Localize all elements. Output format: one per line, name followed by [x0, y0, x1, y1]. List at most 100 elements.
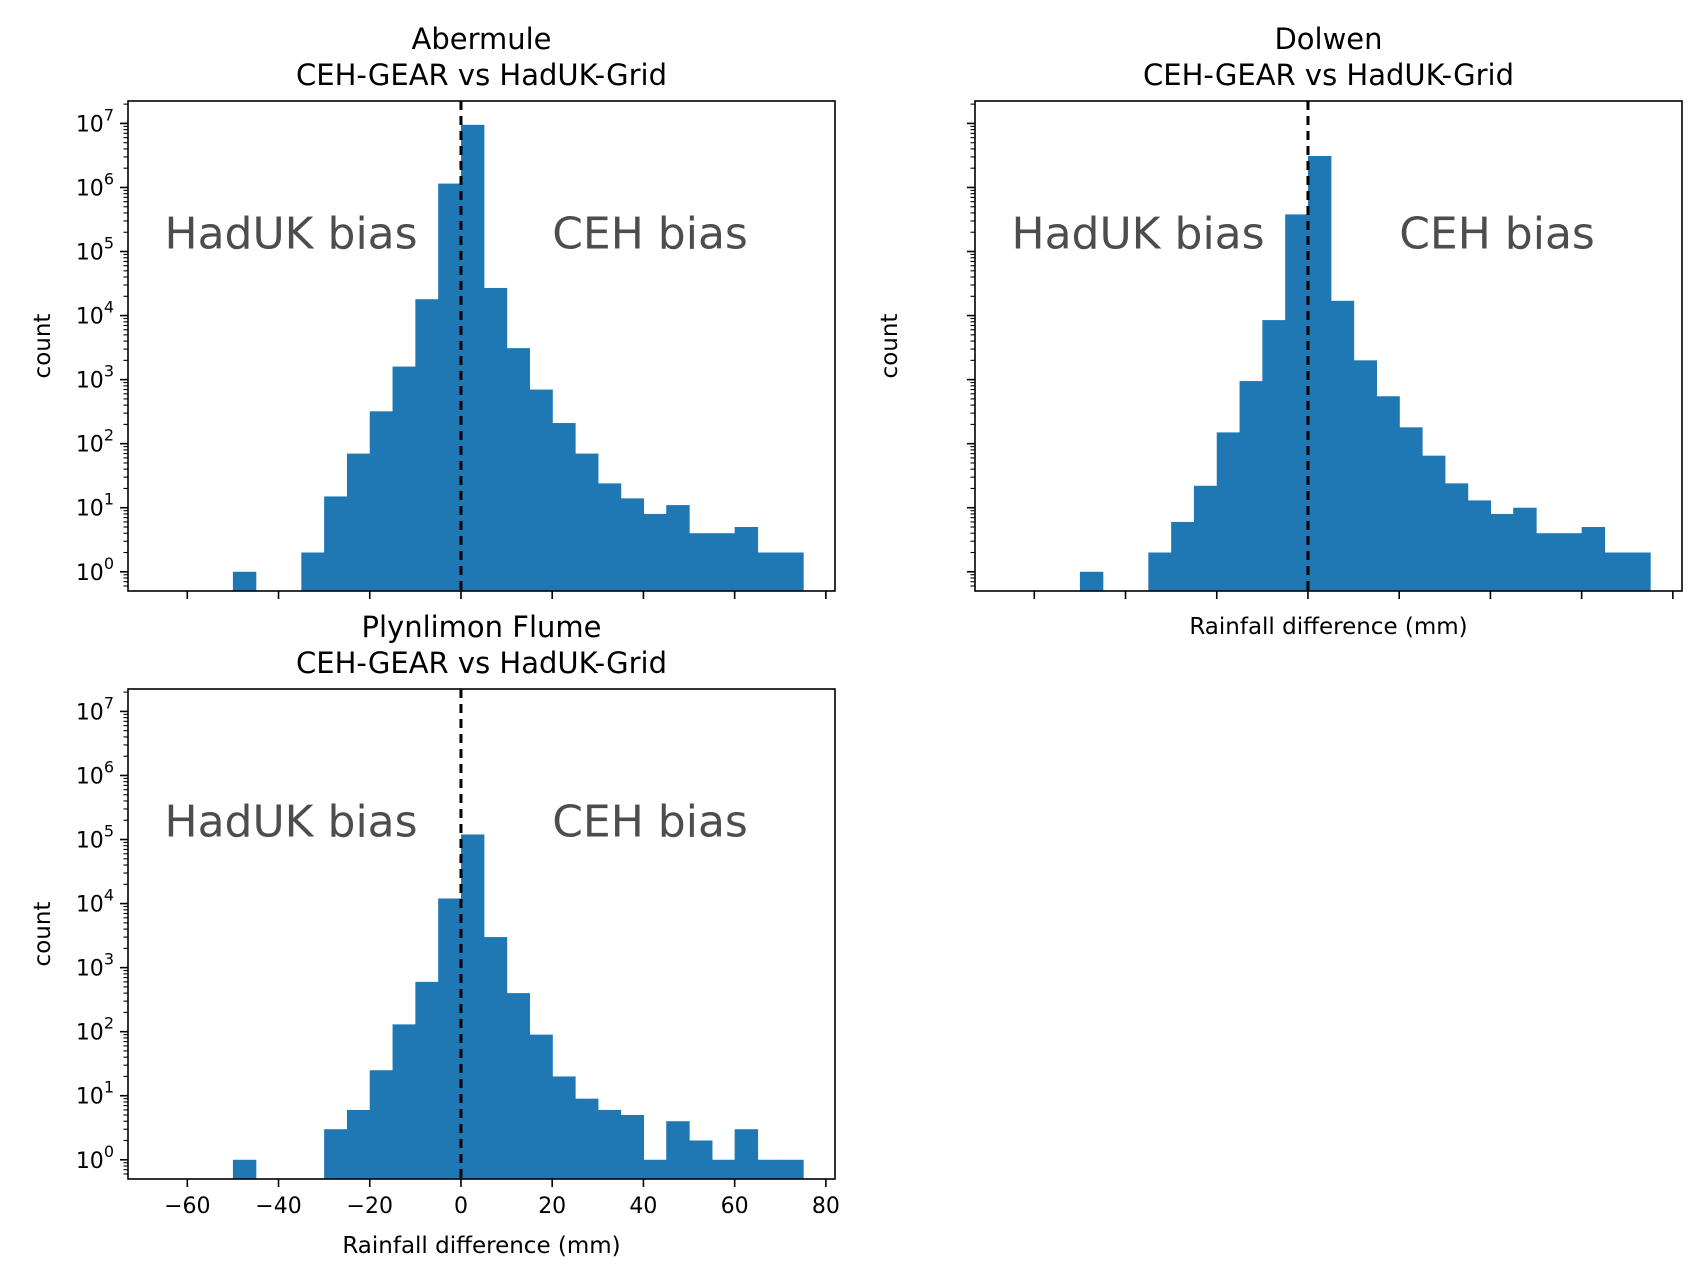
histogram-bar	[689, 1140, 713, 1179]
histogram-bar	[1353, 360, 1377, 591]
subplot-title: Abermule	[411, 22, 551, 56]
x-tick-label: 80	[812, 1194, 840, 1219]
axes-frame	[974, 100, 1683, 592]
histogram-bar	[232, 1159, 257, 1179]
histogram-bar	[1171, 521, 1195, 591]
histogram-bar	[552, 423, 576, 591]
y-axis-label: count	[30, 314, 56, 379]
histogram-bar	[392, 366, 416, 591]
x-tick-label: −60	[164, 1194, 210, 1219]
histogram-bar	[666, 1121, 690, 1179]
histogram-bar	[734, 1129, 759, 1179]
subplot-title: CEH-GEAR vs HadUK-Grid	[1143, 58, 1514, 92]
histogram-bar	[643, 1159, 667, 1179]
histogram-bar	[575, 1098, 599, 1179]
x-tick-label: 20	[538, 1194, 566, 1219]
x-tick-label: 0	[454, 1194, 468, 1219]
annotation-ceh-bias: CEH bias	[1399, 208, 1595, 259]
subplot-title: CEH-GEAR vs HadUK-Grid	[296, 646, 667, 680]
histogram-bar	[1422, 455, 1446, 591]
y-tick-label: 100	[76, 554, 114, 586]
histogram-bar	[597, 483, 622, 591]
histogram-bar	[483, 937, 508, 1179]
histogram-bar	[1193, 485, 1218, 591]
y-tick-label: 106	[76, 169, 114, 201]
histogram-bar	[529, 389, 553, 591]
annotation-haduk-bias: HadUK bias	[164, 796, 417, 847]
histogram-bar	[415, 299, 439, 591]
y-axis-label: count	[877, 314, 903, 379]
histogram-bar	[438, 183, 462, 591]
annotation-haduk-bias: HadUK bias	[1011, 208, 1264, 259]
histogram-bar	[438, 898, 462, 1179]
histogram-bar	[506, 993, 530, 1179]
histogram-bar	[1536, 533, 1560, 591]
histogram-bar	[711, 533, 736, 591]
histogram-bar	[506, 348, 530, 591]
x-axis-label: Rainfall difference (mm)	[1189, 614, 1467, 640]
y-tick-label: 104	[76, 298, 114, 330]
histogram-bar	[415, 981, 439, 1179]
annotation-haduk-bias: HadUK bias	[164, 208, 417, 259]
x-tick-label: 60	[721, 1194, 749, 1219]
histogram-bar	[529, 1034, 553, 1179]
histogram-bar	[483, 287, 508, 591]
y-tick-label: 107	[76, 105, 114, 137]
histogram-bar	[711, 1159, 736, 1179]
histogram-bar	[734, 527, 759, 591]
histogram-bar	[301, 552, 325, 591]
y-axis-label: count	[30, 902, 56, 967]
histogram-bar	[369, 1070, 394, 1179]
histogram-bar	[689, 533, 713, 591]
histogram-bar	[1079, 571, 1104, 591]
histogram-bar	[666, 505, 690, 591]
axes-frame	[127, 100, 836, 592]
y-tick-label: 103	[76, 950, 114, 982]
histogram-bar	[1513, 507, 1537, 591]
y-tick-label: 105	[76, 234, 114, 266]
x-axis-label: Rainfall difference (mm)	[342, 1233, 620, 1259]
histogram-bar	[1239, 381, 1263, 591]
subplot-title: Dolwen	[1274, 22, 1382, 56]
x-tick-label: 40	[629, 1194, 657, 1219]
y-tick-label: 104	[76, 886, 114, 918]
histogram-bar	[620, 498, 645, 591]
y-tick-label: 107	[76, 693, 114, 725]
y-tick-label: 102	[76, 1014, 114, 1046]
x-tick-label: −40	[255, 1194, 301, 1219]
y-tick-label: 105	[76, 822, 114, 854]
histogram-bar	[1399, 427, 1423, 591]
subplot-title: Plynlimon Flume	[361, 610, 601, 644]
histogram-bar	[1581, 527, 1606, 591]
annotation-ceh-bias: CEH bias	[552, 796, 748, 847]
y-tick-label: 103	[76, 362, 114, 394]
y-tick-label: 101	[76, 490, 114, 522]
histogram-bar	[1444, 483, 1469, 591]
histogram-bar	[1627, 552, 1651, 591]
subplot-bottom-left: −60 −40 −20 0 20 40 60 80 100 101 102 103 104 105 106 1…	[30, 610, 840, 1259]
histogram-bar	[324, 1129, 348, 1179]
histogram-bar	[620, 1115, 645, 1179]
histogram-bar	[1490, 513, 1514, 591]
histogram-bar	[1330, 300, 1355, 591]
histogram-bar	[1148, 552, 1172, 591]
histogram-bar	[1467, 500, 1492, 591]
histogram-bar	[346, 453, 371, 591]
histogram-bar	[575, 453, 599, 591]
histogram-bar	[1604, 552, 1628, 591]
histogram-bar	[780, 552, 804, 591]
histogram-bar	[1376, 396, 1400, 591]
histogram-bar	[757, 1159, 781, 1179]
histogram-bar	[552, 1076, 576, 1179]
y-tick-label: 102	[76, 426, 114, 458]
subplot-top-left: 100 101 102 103 104 105 106 107 AbermuleCEH-GEAR…	[30, 22, 836, 599]
histogram-bar	[643, 513, 667, 591]
annotation-ceh-bias: CEH bias	[552, 208, 748, 259]
histogram-bar	[460, 124, 485, 591]
histogram-bar	[1216, 432, 1241, 591]
histogram-bar	[1262, 320, 1286, 591]
y-tick-label: 100	[76, 1142, 114, 1174]
axes-frame	[127, 688, 836, 1180]
